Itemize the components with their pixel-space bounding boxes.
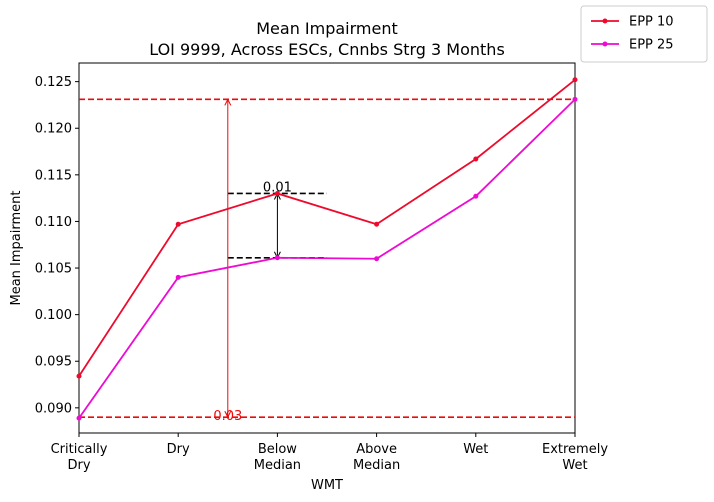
- y-tick-label: 0.110: [35, 215, 72, 230]
- data-point: [374, 256, 380, 262]
- legend-box: [580, 5, 708, 63]
- data-point: [175, 274, 181, 280]
- data-point: [572, 77, 578, 83]
- y-axis-label: Mean Impairment: [9, 191, 24, 306]
- y-tick-label: 0.100: [35, 308, 72, 323]
- y-tick-label: 0.105: [35, 262, 72, 277]
- chart-title: Mean Impairment: [256, 19, 398, 38]
- x-tick-label: Wet: [463, 442, 488, 457]
- data-point: [175, 221, 181, 227]
- data-point: [274, 190, 280, 196]
- y-tick-label: 0.120: [35, 122, 72, 137]
- y-axis-ticks: 0.090 0.095 0.100 0.105 0.110 0.115 0.120 0.125: [35, 75, 79, 416]
- data-point: [76, 415, 82, 421]
- series-line: [78, 98, 576, 419]
- x-tick-label: Below: [258, 442, 297, 457]
- legend-marker: [602, 18, 608, 24]
- y-tick-label: 0.095: [35, 355, 72, 370]
- legend-label: EPP 25: [629, 38, 674, 53]
- arrow-head-up: [224, 98, 232, 106]
- x-axis-label: WMT: [311, 478, 343, 493]
- x-tick-label: Dry: [67, 458, 90, 473]
- data-point: [473, 156, 479, 162]
- data-point: [473, 193, 479, 199]
- x-tick-label: Dry: [167, 442, 190, 457]
- difference-label: 0.01: [263, 180, 292, 195]
- x-tick-label: Median: [254, 458, 301, 473]
- data-point: [274, 255, 280, 261]
- difference-label: 0.03: [213, 409, 242, 424]
- data-point: [76, 373, 82, 379]
- x-tick-label: Extremely: [542, 442, 608, 457]
- x-tick-label: Above: [356, 442, 397, 457]
- legend-marker: [602, 41, 608, 47]
- chart-subtitle: LOI 9999, Across ESCs, Cnnbs Strg 3 Mont…: [149, 40, 505, 59]
- legend-label: EPP 10: [629, 15, 674, 30]
- x-tick-label: Wet: [562, 458, 587, 473]
- y-tick-label: 0.115: [35, 168, 72, 183]
- x-tick-label: Median: [353, 458, 400, 473]
- y-tick-label: 0.090: [35, 401, 72, 416]
- data-point: [572, 96, 578, 102]
- series-line: [78, 79, 576, 377]
- legend: EPP 10 EPP 25: [580, 5, 708, 63]
- data-point: [374, 221, 380, 227]
- y-tick-label: 0.125: [35, 75, 72, 90]
- plot-frame: [78, 62, 576, 434]
- series-lines: [76, 77, 578, 421]
- arrow-head-down: [224, 410, 232, 419]
- x-tick-label: Critically: [51, 442, 108, 457]
